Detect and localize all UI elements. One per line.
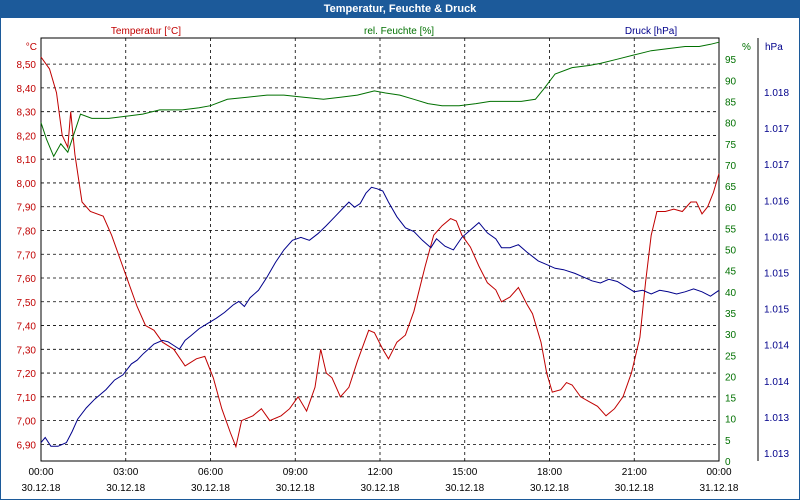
left-tick-label: 7,50 bbox=[17, 298, 37, 309]
x-tick-time: 00:00 bbox=[706, 467, 731, 478]
humidity-tick-label: 20 bbox=[725, 372, 737, 383]
pressure-tick-label: 1.013 bbox=[764, 413, 789, 424]
humidity-tick-label: 35 bbox=[725, 309, 737, 320]
pressure-tick-label: 1.016 bbox=[764, 232, 789, 243]
x-tick-date: 30.12.18 bbox=[106, 483, 145, 494]
x-tick-date: 30.12.18 bbox=[530, 483, 569, 494]
x-tick-time: 00:00 bbox=[28, 467, 53, 478]
x-tick-date: 30.12.18 bbox=[191, 483, 230, 494]
humidity-line bbox=[40, 41, 720, 158]
humidity-tick-label: 80 bbox=[725, 119, 737, 130]
humidity-tick-label: 70 bbox=[725, 161, 737, 172]
humidity-tick-label: 40 bbox=[725, 288, 737, 299]
humidity-axis-label: rel. Feuchte [%] bbox=[364, 26, 434, 37]
x-tick-time: 12:00 bbox=[367, 467, 392, 478]
x-tick-date: 30.12.18 bbox=[445, 483, 484, 494]
x-tick-time: 15:00 bbox=[452, 467, 477, 478]
left-tick-label: 6,90 bbox=[17, 440, 37, 451]
temperature-axis-label: Temperatur [°C] bbox=[111, 26, 181, 37]
pressure-line bbox=[40, 186, 720, 447]
humidity-tick-label: 90 bbox=[725, 76, 737, 87]
humidity-tick-label: 65 bbox=[725, 182, 737, 193]
left-tick-label: 8,40 bbox=[17, 84, 37, 95]
left-tick-label: 8,50 bbox=[17, 60, 37, 71]
x-tick-date: 30.12.18 bbox=[276, 483, 315, 494]
humidity-tick-label: 50 bbox=[725, 246, 737, 257]
x-tick-time: 21:00 bbox=[622, 467, 647, 478]
left-tick-label: 8,20 bbox=[17, 131, 37, 142]
left-tick-label: 7,90 bbox=[17, 203, 37, 214]
humidity-tick-label: 30 bbox=[725, 330, 737, 341]
x-tick-date: 30.12.18 bbox=[22, 483, 61, 494]
chart-title: Temperatur, Feuchte & Druck bbox=[1, 1, 799, 18]
pressure-tick-label: 1.016 bbox=[764, 196, 789, 207]
x-tick-time: 06:00 bbox=[198, 467, 223, 478]
pressure-tick-label: 1.014 bbox=[764, 341, 789, 352]
pressure-tick-label: 1.014 bbox=[764, 377, 789, 388]
humidity-axis-unit: % bbox=[742, 42, 751, 53]
humidity-tick-label: 0 bbox=[725, 457, 731, 468]
pressure-axis-label: Druck [hPa] bbox=[625, 26, 677, 37]
left-tick-label: 7,60 bbox=[17, 274, 37, 285]
left-tick-label: 7,40 bbox=[17, 322, 37, 333]
x-tick-time: 03:00 bbox=[113, 467, 138, 478]
left-axis-unit: °C bbox=[26, 42, 37, 53]
left-tick-label: 7,30 bbox=[17, 345, 37, 356]
left-tick-label: 7,00 bbox=[17, 417, 37, 428]
left-tick-label: 8,30 bbox=[17, 108, 37, 119]
pressure-axis-unit: hPa bbox=[765, 42, 783, 53]
humidity-tick-label: 5 bbox=[725, 436, 731, 447]
humidity-tick-label: 10 bbox=[725, 415, 737, 426]
humidity-tick-label: 25 bbox=[725, 351, 737, 362]
humidity-tick-label: 55 bbox=[725, 224, 737, 235]
left-tick-label: 7,70 bbox=[17, 250, 37, 261]
humidity-tick-label: 45 bbox=[725, 267, 737, 278]
left-tick-label: 8,00 bbox=[17, 179, 37, 190]
left-tick-label: 7,20 bbox=[17, 369, 37, 380]
left-tick-label: 8,10 bbox=[17, 155, 37, 166]
pressure-tick-label: 1.018 bbox=[764, 88, 789, 99]
pressure-tick-label: 1.015 bbox=[764, 305, 789, 316]
pressure-tick-label: 1.017 bbox=[764, 160, 789, 171]
x-tick-date: 30.12.18 bbox=[361, 483, 400, 494]
humidity-tick-label: 85 bbox=[725, 97, 737, 108]
pressure-tick-label: 1.015 bbox=[764, 269, 789, 280]
x-tick-time: 09:00 bbox=[283, 467, 308, 478]
pressure-tick-label: 1.013 bbox=[764, 449, 789, 460]
pressure-tick-label: 1.017 bbox=[764, 124, 789, 135]
humidity-tick-label: 75 bbox=[725, 140, 737, 151]
x-tick-date: 31.12.18 bbox=[700, 483, 739, 494]
left-tick-label: 7,80 bbox=[17, 226, 37, 237]
left-tick-label: 7,10 bbox=[17, 393, 37, 404]
x-tick-date: 30.12.18 bbox=[615, 483, 654, 494]
humidity-tick-label: 95 bbox=[725, 55, 737, 66]
humidity-tick-label: 15 bbox=[725, 394, 737, 405]
humidity-tick-label: 60 bbox=[725, 203, 737, 214]
temperature-line bbox=[40, 56, 720, 449]
x-tick-time: 18:00 bbox=[537, 467, 562, 478]
